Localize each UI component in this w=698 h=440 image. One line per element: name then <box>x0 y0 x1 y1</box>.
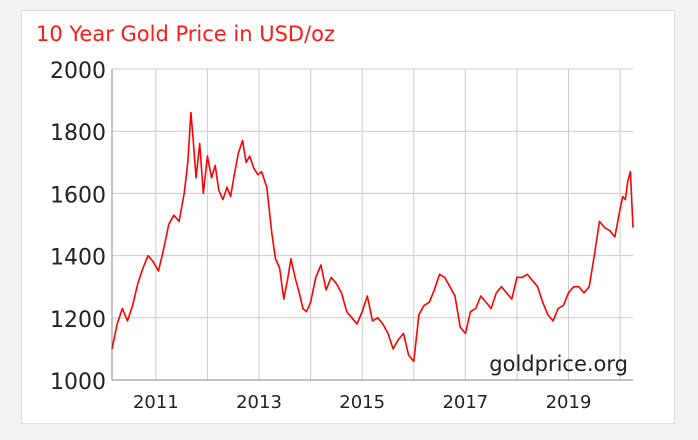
chart-title: 10 Year Gold Price in USD/oz <box>36 22 336 46</box>
y-tick-label: 1600 <box>50 183 106 208</box>
gold-price-line <box>111 111 634 363</box>
y-tick-label: 1800 <box>50 121 106 146</box>
x-tick-label: 2019 <box>546 392 592 413</box>
x-tick-label: 2011 <box>133 392 179 413</box>
x-tick-label: 2015 <box>339 392 385 413</box>
chart-frame <box>21 10 675 424</box>
y-tick-label: 1200 <box>50 308 106 333</box>
y-tick-label: 2000 <box>50 59 106 84</box>
axes <box>111 69 633 381</box>
y-tick-label: 1000 <box>50 370 106 395</box>
y-tick-label: 1400 <box>50 246 106 271</box>
watermark-label: goldprice.org <box>489 352 628 376</box>
x-tick-label: 2017 <box>442 392 488 413</box>
grid-lines <box>112 68 633 381</box>
y-tick-labels: 1000 1200 1400 1600 1800 2000 <box>50 59 106 395</box>
x-tick-labels: 2011 2013 2015 2017 2019 <box>133 392 591 413</box>
x-tick-label: 2013 <box>236 392 282 413</box>
